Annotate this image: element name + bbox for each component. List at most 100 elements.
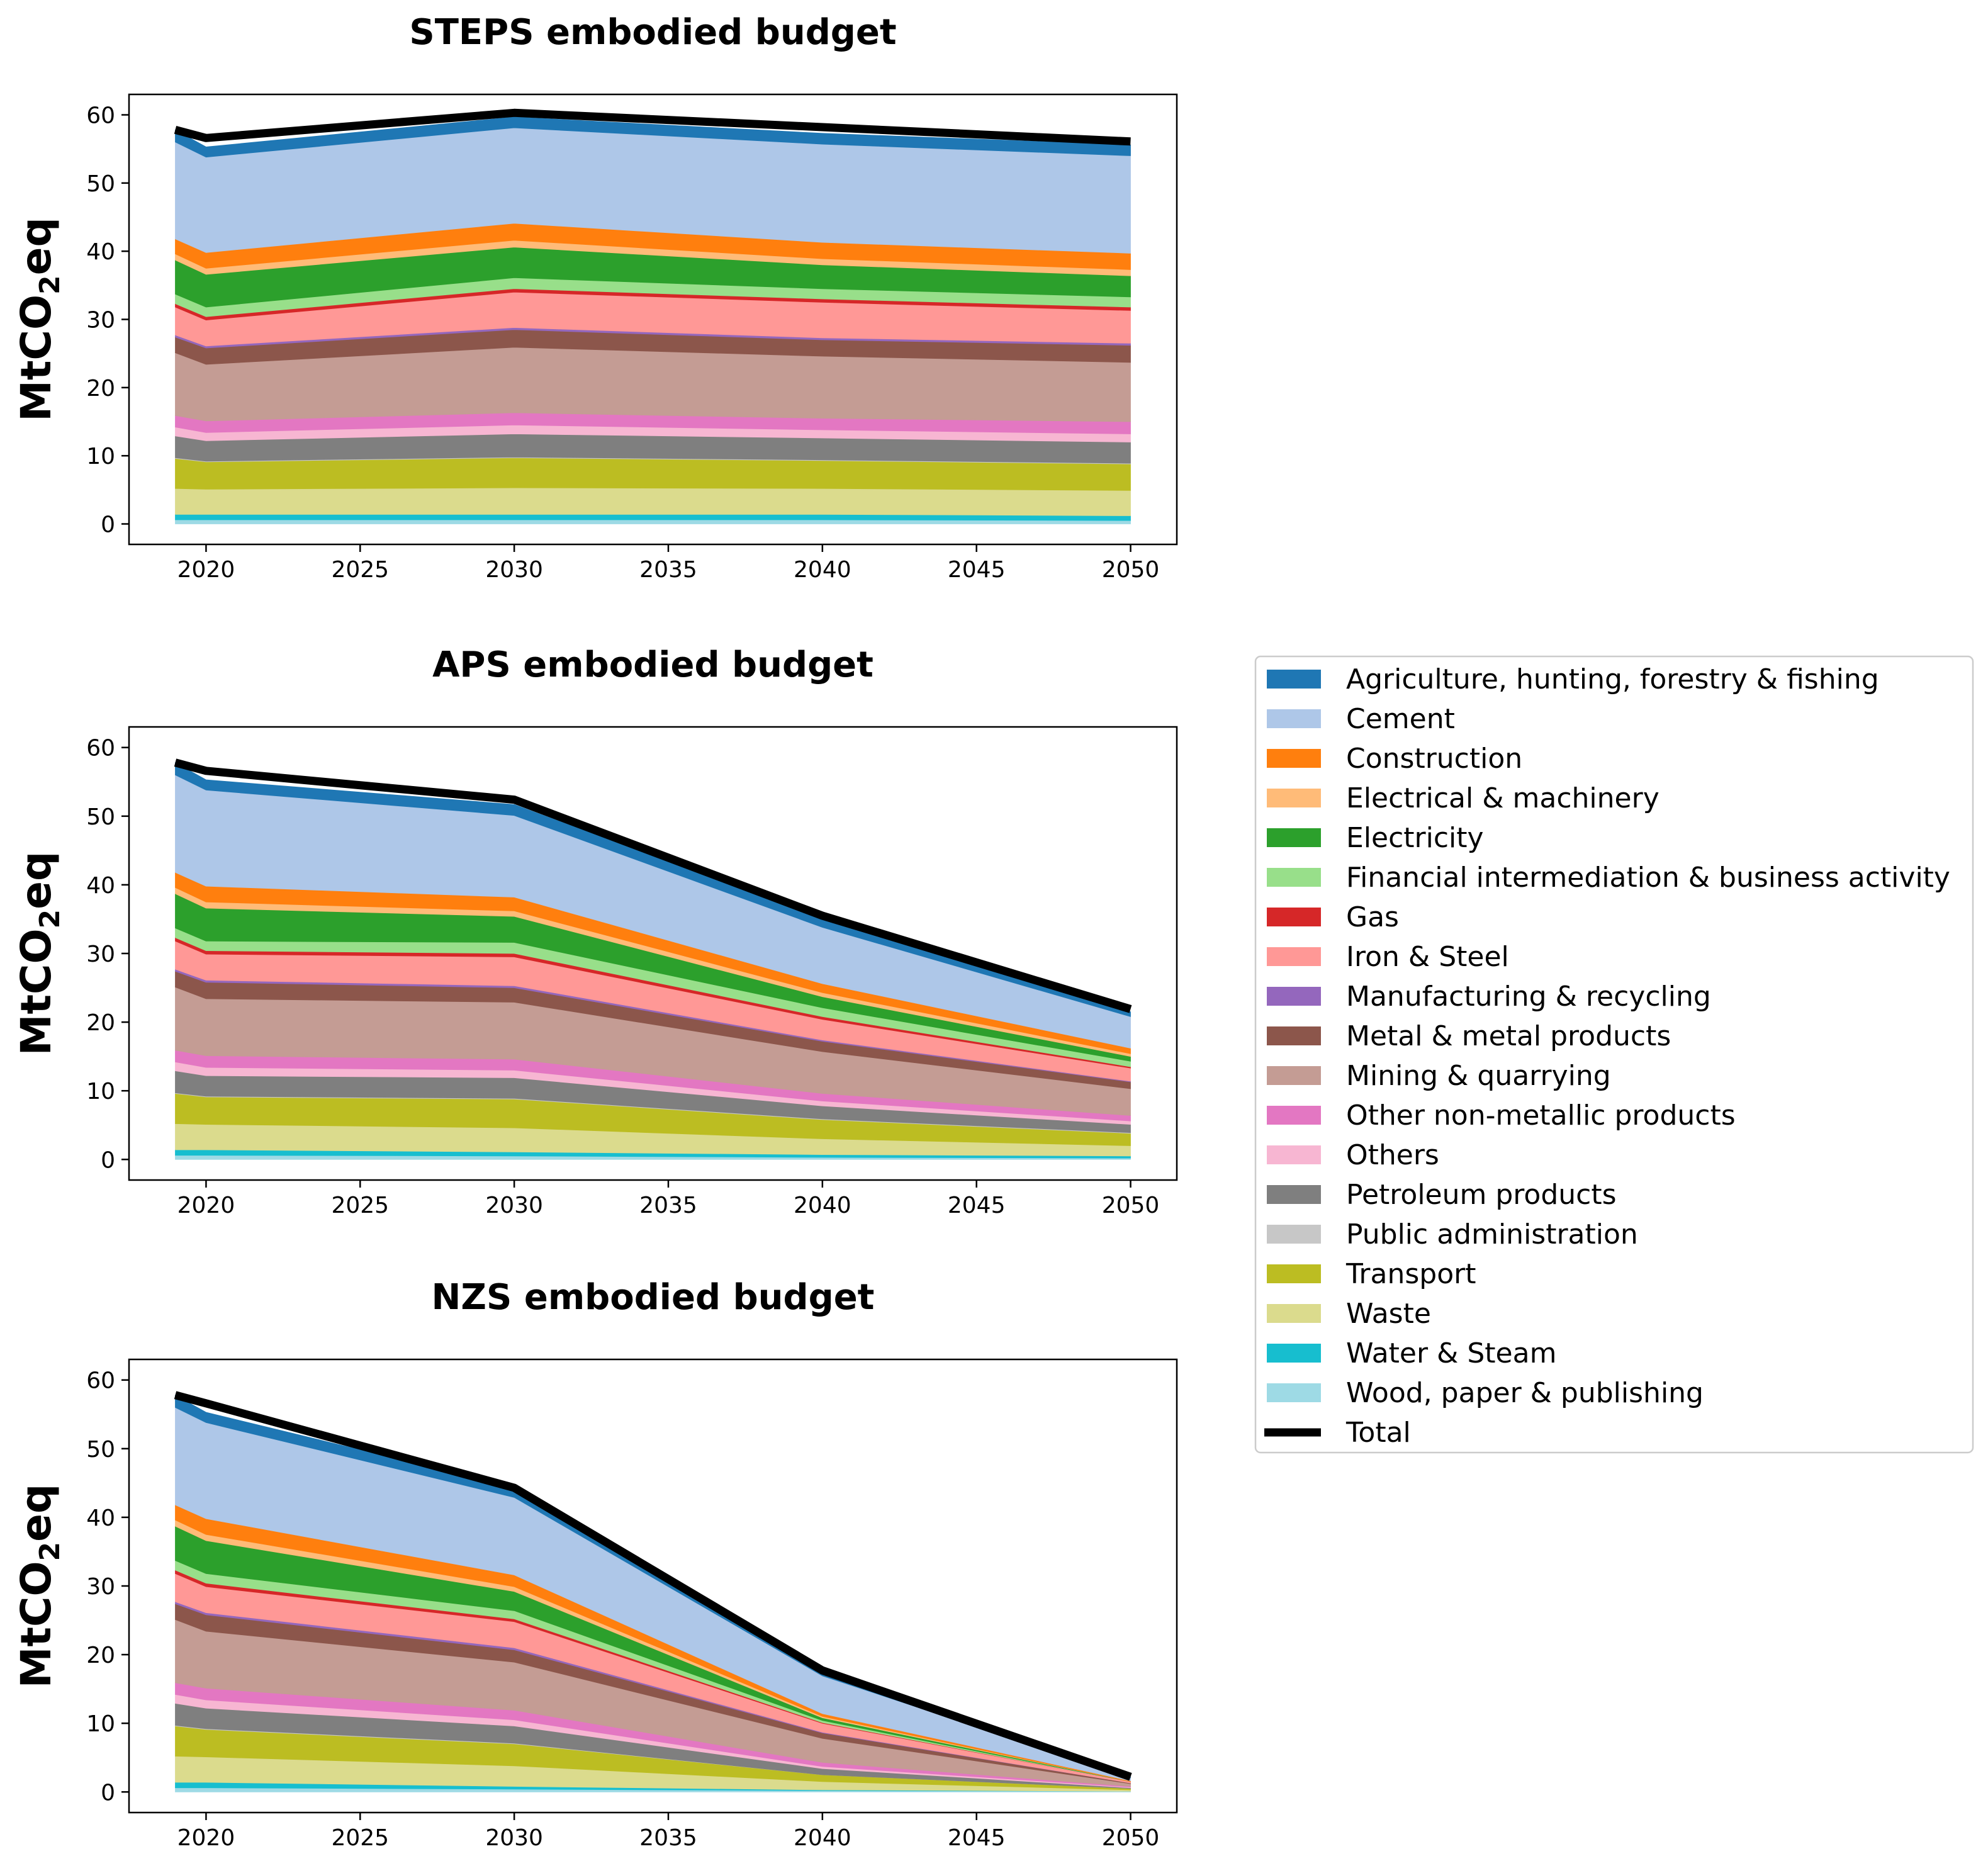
y-tick-label: 20 <box>86 1643 115 1668</box>
legend-label: Manufacturing & recycling <box>1346 981 1711 1013</box>
x-tick-label: 2030 <box>485 1193 543 1218</box>
y-tick-label: 50 <box>86 1437 115 1463</box>
x-tick-label: 2050 <box>1102 557 1160 583</box>
legend-item: Financial intermediation & business acti… <box>1267 862 1950 894</box>
stacked-areas <box>175 762 1131 1160</box>
legend-swatch <box>1267 868 1321 887</box>
y-tick-label: 10 <box>86 1079 115 1105</box>
legend-swatch <box>1267 947 1321 966</box>
area-series <box>175 116 1131 158</box>
x-tick-label: 2050 <box>1102 1825 1160 1851</box>
y-tick-label: 30 <box>86 308 115 334</box>
y-axis-label-tail: eq <box>12 852 60 909</box>
y-axis-label-sub: 2 <box>34 1542 66 1561</box>
area-series <box>175 457 1131 491</box>
legend-label: Electricity <box>1346 822 1484 854</box>
x-tick-label: 2020 <box>177 1193 235 1218</box>
x-tick-label: 2045 <box>948 1193 1006 1218</box>
y-axis-label: MtCO2eq <box>12 217 66 421</box>
legend-label: Waste <box>1346 1298 1431 1330</box>
y-tick-label: 60 <box>86 103 115 129</box>
y-tick-label: 10 <box>86 444 115 469</box>
legend-item: Water & Steam <box>1267 1337 1556 1369</box>
legend-item: Electricity <box>1267 822 1484 854</box>
legend-swatch <box>1267 987 1321 1006</box>
y-tick-label: 20 <box>86 1010 115 1036</box>
legend-label: Electrical & machinery <box>1346 782 1659 814</box>
legend-item: Other non-metallic products <box>1267 1099 1736 1132</box>
legend-label: Construction <box>1346 743 1522 775</box>
y-tick-label: 30 <box>86 1574 115 1600</box>
x-tick-label: 2035 <box>639 557 697 583</box>
stacked-areas <box>175 1395 1131 1792</box>
x-tick-label: 2030 <box>485 557 543 583</box>
total-line <box>174 1391 1132 1781</box>
legend-label: Iron & Steel <box>1346 941 1509 973</box>
total-line <box>174 108 1131 146</box>
panel-3: NZS embodied budgetMtCO2eq01020304050602… <box>12 1277 1178 1851</box>
x-tick-label: 2045 <box>948 557 1006 583</box>
legend-label: Metal & metal products <box>1346 1020 1671 1052</box>
x-tick-label: 2035 <box>639 1193 697 1218</box>
legend-item: Agriculture, hunting, forestry & fishing <box>1267 663 1879 695</box>
legend-swatch <box>1267 1304 1321 1323</box>
legend-item: Petroleum products <box>1267 1179 1617 1211</box>
legend-item: Public administration <box>1267 1218 1638 1251</box>
legend-item: Mining & quarrying <box>1267 1060 1611 1092</box>
y-tick-label: 0 <box>101 1147 115 1173</box>
panel-2: APS embodied budgetMtCO2eq01020304050602… <box>12 644 1178 1218</box>
y-tick-label: 60 <box>86 736 115 762</box>
y-axis-label-main: MtCO <box>12 1561 60 1688</box>
legend-swatch <box>1267 1383 1321 1402</box>
legend-swatch <box>1267 1225 1321 1244</box>
stacked-areas <box>175 116 1131 524</box>
legend-swatch <box>1267 1106 1321 1125</box>
legend-swatch <box>1267 789 1321 807</box>
x-tick-label: 2040 <box>794 1825 851 1851</box>
y-tick-label: 40 <box>86 873 115 899</box>
legend-item: Wood, paper & publishing <box>1267 1377 1704 1409</box>
legend-swatch <box>1267 670 1321 689</box>
y-tick-label: 40 <box>86 239 115 265</box>
panel-1: STEPS embodied budgetMtCO2eq010203040506… <box>12 12 1178 583</box>
x-tick-label: 2030 <box>485 1825 543 1851</box>
y-tick-label: 50 <box>86 171 115 197</box>
y-tick-label: 50 <box>86 804 115 830</box>
y-axis-label-sub: 2 <box>34 909 66 929</box>
chart-title: NZS embodied budget <box>432 1277 875 1318</box>
legend-item: Waste <box>1267 1298 1431 1330</box>
legend-item: Manufacturing & recycling <box>1267 981 1711 1013</box>
legend-frame <box>1254 655 1974 1454</box>
legend-label: Other non-metallic products <box>1346 1099 1736 1132</box>
legend-item: Iron & Steel <box>1267 941 1509 973</box>
legend-swatch <box>1267 1066 1321 1085</box>
y-axis-label-tail: eq <box>12 1484 60 1542</box>
y-axis-label: MtCO2eq <box>12 1484 66 1688</box>
x-tick-label: 2040 <box>794 1193 851 1218</box>
y-tick-label: 60 <box>86 1368 115 1394</box>
chart-panels: STEPS embodied budgetMtCO2eq010203040506… <box>12 12 1178 1851</box>
x-tick-label: 2035 <box>639 1825 697 1851</box>
legend-label: Cement <box>1346 703 1455 735</box>
legend-label: Public administration <box>1346 1218 1638 1251</box>
y-tick-label: 0 <box>101 1780 115 1806</box>
legend-swatch <box>1267 828 1321 847</box>
legend-swatch <box>1267 709 1321 728</box>
legend-label: Wood, paper & publishing <box>1346 1377 1704 1409</box>
chart-title: STEPS embodied budget <box>409 12 896 53</box>
legend-swatch <box>1267 1185 1321 1204</box>
legend-swatch <box>1267 908 1321 926</box>
x-tick-label: 2025 <box>331 1825 389 1851</box>
legend-item: Gas <box>1267 901 1399 933</box>
legend-label: Transport <box>1345 1258 1476 1290</box>
y-tick-label: 20 <box>86 376 115 402</box>
legend-swatch <box>1267 1344 1321 1363</box>
y-axis-label-main: MtCO <box>12 928 60 1055</box>
legend-label: Gas <box>1346 901 1399 933</box>
legend-item: Total <box>1264 1417 1411 1449</box>
area-series <box>175 762 1131 1017</box>
y-tick-label: 40 <box>86 1505 115 1531</box>
y-axis-label-tail: eq <box>12 217 60 275</box>
legend-item: Others <box>1267 1139 1439 1171</box>
y-tick-label: 10 <box>86 1711 115 1737</box>
